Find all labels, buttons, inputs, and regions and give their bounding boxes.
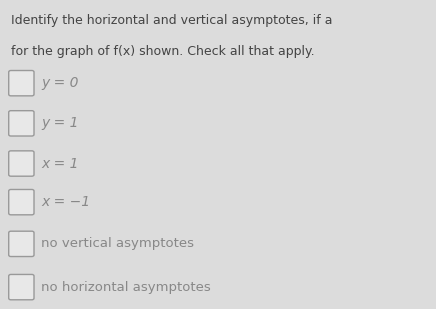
FancyBboxPatch shape <box>9 231 34 256</box>
Text: no vertical asymptotes: no vertical asymptotes <box>41 237 194 250</box>
FancyBboxPatch shape <box>9 70 34 96</box>
Text: Identify the horizontal and vertical asymptotes, if a: Identify the horizontal and vertical asy… <box>11 14 332 27</box>
FancyBboxPatch shape <box>9 189 34 215</box>
Text: for the graph of f(x) shown. Check all that apply.: for the graph of f(x) shown. Check all t… <box>11 45 314 58</box>
Text: y = 1: y = 1 <box>41 116 79 130</box>
Text: no horizontal asymptotes: no horizontal asymptotes <box>41 281 211 294</box>
FancyBboxPatch shape <box>9 151 34 176</box>
Text: x = 1: x = 1 <box>41 157 79 171</box>
FancyBboxPatch shape <box>9 111 34 136</box>
FancyBboxPatch shape <box>9 274 34 300</box>
Text: y = 0: y = 0 <box>41 76 79 90</box>
Text: x = −1: x = −1 <box>41 195 91 209</box>
